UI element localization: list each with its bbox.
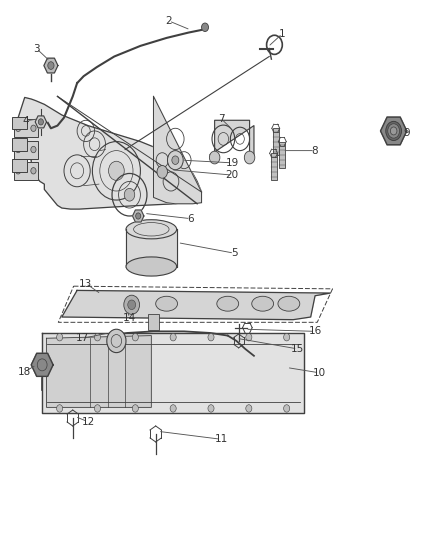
Text: 2: 2 [166, 16, 172, 26]
Bar [12, 117, 27, 130]
Text: 6: 6 [187, 214, 194, 224]
Circle shape [15, 147, 21, 153]
Polygon shape [133, 210, 144, 222]
Bar [279, 142, 286, 168]
Circle shape [246, 334, 252, 341]
Bar [148, 314, 159, 330]
Polygon shape [44, 58, 58, 73]
Circle shape [95, 405, 101, 412]
Polygon shape [62, 290, 330, 320]
Circle shape [31, 167, 36, 174]
Circle shape [284, 405, 290, 412]
Polygon shape [31, 353, 53, 376]
Text: 17: 17 [76, 333, 89, 343]
Circle shape [386, 122, 402, 141]
Circle shape [208, 334, 214, 341]
Polygon shape [126, 229, 177, 266]
Text: 14: 14 [123, 313, 136, 323]
Bar [14, 119, 38, 138]
Text: 1: 1 [279, 29, 286, 39]
Text: 3: 3 [33, 44, 40, 53]
Circle shape [157, 165, 167, 178]
Text: 9: 9 [403, 127, 410, 138]
Bar [271, 154, 277, 180]
Text: 13: 13 [79, 279, 92, 288]
Text: 10: 10 [313, 368, 326, 378]
Text: 7: 7 [218, 114, 225, 124]
Bar [273, 128, 279, 155]
Polygon shape [153, 96, 201, 204]
Circle shape [95, 334, 101, 341]
Circle shape [244, 151, 255, 164]
Bar [12, 159, 27, 172]
Circle shape [109, 161, 124, 180]
Circle shape [132, 334, 138, 341]
Circle shape [170, 405, 176, 412]
Bar [14, 141, 38, 159]
Text: 18: 18 [18, 367, 32, 377]
Text: 15: 15 [291, 344, 304, 354]
Circle shape [208, 405, 214, 412]
Polygon shape [46, 336, 151, 407]
Polygon shape [42, 333, 304, 413]
Text: 19: 19 [226, 158, 239, 168]
Circle shape [128, 300, 136, 310]
Circle shape [201, 23, 208, 31]
Polygon shape [35, 116, 46, 128]
Circle shape [132, 405, 138, 412]
Ellipse shape [155, 296, 177, 311]
Ellipse shape [278, 296, 300, 311]
Circle shape [172, 156, 179, 165]
Circle shape [31, 125, 36, 132]
Circle shape [31, 147, 36, 153]
Ellipse shape [252, 296, 274, 311]
Circle shape [124, 188, 135, 201]
Text: 4: 4 [23, 116, 29, 126]
Bar [12, 138, 27, 151]
Circle shape [170, 334, 176, 341]
Text: 11: 11 [215, 434, 228, 445]
Ellipse shape [217, 296, 239, 311]
Text: 16: 16 [308, 326, 321, 336]
Ellipse shape [126, 220, 177, 239]
Circle shape [388, 124, 399, 138]
Circle shape [167, 151, 183, 169]
Text: 12: 12 [81, 417, 95, 427]
Polygon shape [18, 98, 201, 209]
Circle shape [246, 405, 252, 412]
Text: 8: 8 [312, 146, 318, 156]
Text: 5: 5 [231, 248, 237, 258]
Circle shape [136, 213, 141, 219]
Circle shape [124, 295, 140, 314]
Polygon shape [210, 120, 254, 163]
Circle shape [15, 167, 21, 174]
Circle shape [38, 119, 43, 125]
Circle shape [390, 127, 397, 135]
Circle shape [57, 334, 63, 341]
Circle shape [107, 329, 126, 353]
Circle shape [284, 334, 290, 341]
Ellipse shape [126, 257, 177, 276]
Text: 20: 20 [226, 170, 239, 180]
Circle shape [57, 405, 63, 412]
Circle shape [48, 62, 54, 69]
Circle shape [15, 125, 21, 132]
Bar [14, 162, 38, 180]
Polygon shape [381, 117, 407, 145]
Circle shape [37, 359, 47, 371]
Circle shape [209, 151, 220, 164]
